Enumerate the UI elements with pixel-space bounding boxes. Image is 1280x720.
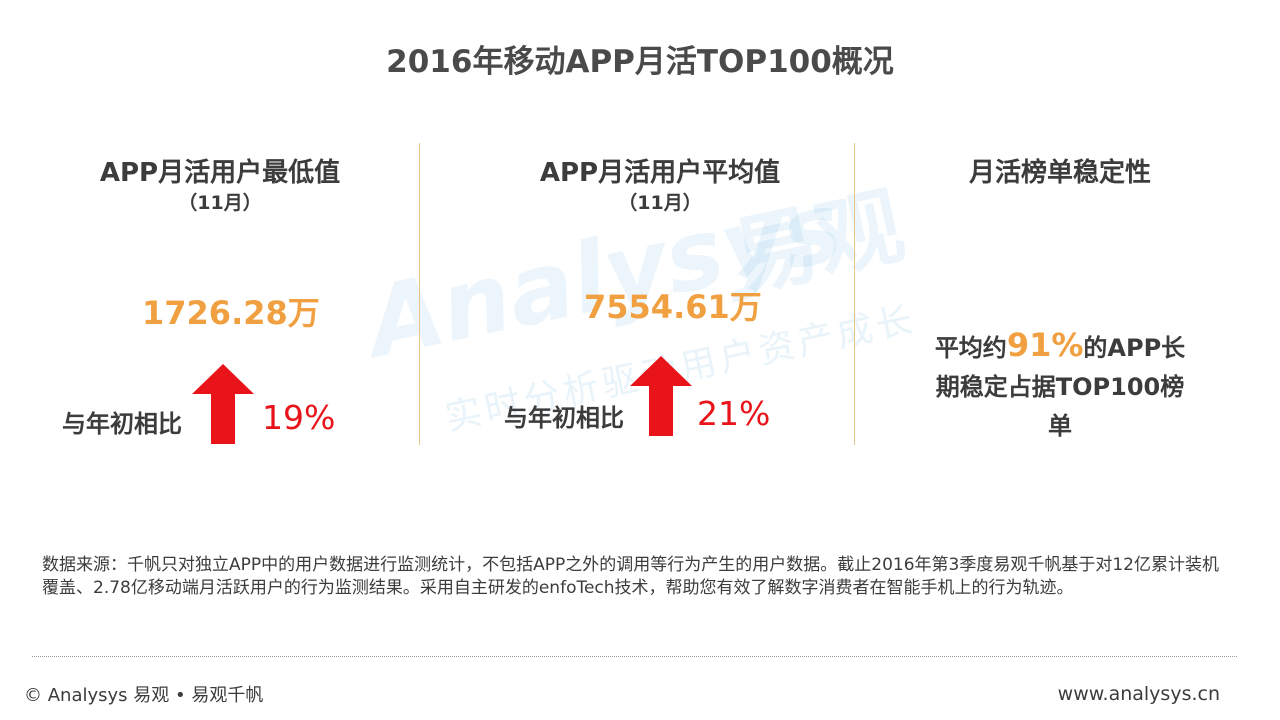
metric-value: 7554.61万 [584,288,762,326]
footer-copyright: © Analysys 易观 • 易观千帆 [24,685,264,706]
column-divider [854,143,855,445]
trend-up-arrow-icon [630,356,692,436]
metric-value: 1726.28万 [142,294,320,332]
panel-subtitle: （11月） [618,192,702,214]
column-divider [419,143,420,445]
stability-text-before: 平均约 [934,334,1007,362]
panel-title: 月活榜单稳定性 [968,158,1151,188]
panel-title: APP月活用户最低值 [99,158,341,188]
panel-title: APP月活用户平均值 [539,158,781,188]
stability-text-after: 的APP长期稳定占据TOP100榜单 [935,334,1186,440]
change-percent: 19% [262,398,336,437]
footer-divider [32,656,1237,657]
compare-label: 与年初相比 [62,410,182,438]
data-source-note: 数据来源：千帆只对独立APP中的用户数据进行监测统计，不包括APP之外的调用等行… [42,555,1219,598]
footer-website: www.analysys.cn [1057,683,1220,705]
page-title: 2016年移动APP月活TOP100概况 [386,44,894,80]
compare-label: 与年初相比 [504,404,624,432]
panel-subtitle: （11月） [178,192,262,214]
stability-highlight: 91% [1006,326,1084,364]
trend-up-arrow-icon [192,364,254,444]
change-percent: 21% [697,394,771,433]
stability-text: 平均约91%的APP长期稳定占据TOP100榜单 [930,326,1190,446]
